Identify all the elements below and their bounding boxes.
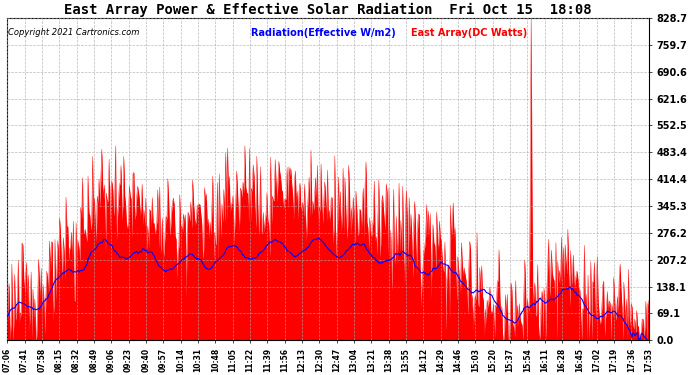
Text: East Array(DC Watts): East Array(DC Watts) bbox=[411, 28, 528, 38]
Text: Copyright 2021 Cartronics.com: Copyright 2021 Cartronics.com bbox=[8, 28, 139, 37]
Text: Radiation(Effective W/m2): Radiation(Effective W/m2) bbox=[251, 28, 396, 38]
Title: East Array Power & Effective Solar Radiation  Fri Oct 15  18:08: East Array Power & Effective Solar Radia… bbox=[64, 3, 592, 17]
